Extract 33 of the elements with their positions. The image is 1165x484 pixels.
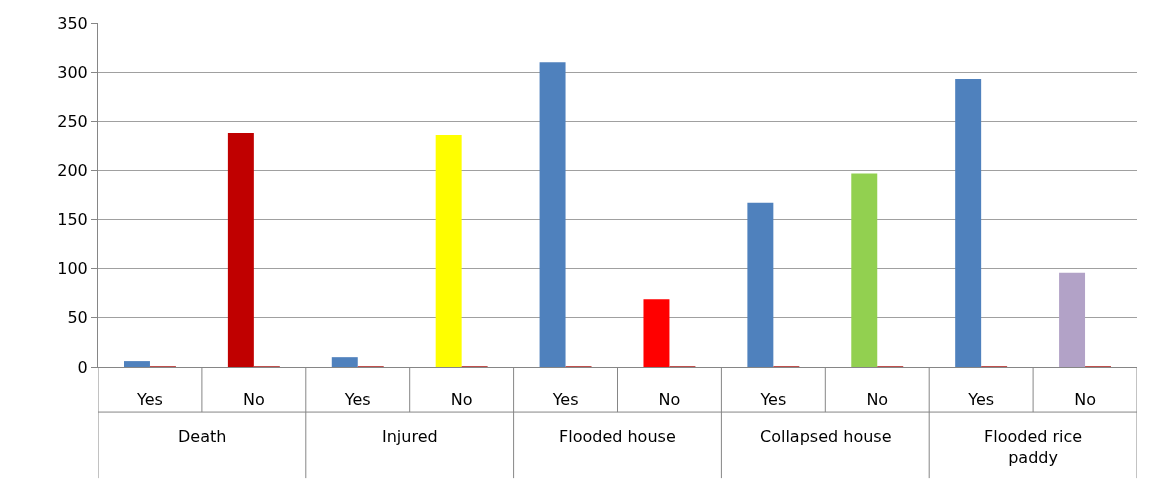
x-tick-label: No bbox=[450, 390, 473, 410]
x-tick-label: No bbox=[242, 390, 265, 410]
text: Flooded house bbox=[559, 427, 676, 446]
y-tick-label: 250 bbox=[57, 111, 88, 131]
bar bbox=[539, 62, 566, 367]
bar bbox=[331, 357, 358, 367]
bar bbox=[123, 361, 150, 367]
bar bbox=[1059, 272, 1086, 367]
y-tick-label: 0 bbox=[77, 357, 88, 377]
y-tick-label: 200 bbox=[57, 161, 88, 181]
text: Flooded rice paddy bbox=[984, 427, 1083, 467]
x-tick-label: Yes bbox=[967, 390, 995, 410]
x-tick-label: No bbox=[1074, 390, 1096, 410]
x-tick-label: Yes bbox=[551, 390, 579, 410]
y-tick-label: 150 bbox=[57, 210, 88, 230]
bar bbox=[851, 173, 878, 367]
y-tick-label: 300 bbox=[57, 62, 88, 82]
bar bbox=[643, 299, 670, 367]
x-tick-label: No bbox=[658, 390, 681, 410]
text: Death bbox=[178, 427, 227, 446]
x-tick-label: Yes bbox=[136, 390, 163, 410]
y-tick-label: 350 bbox=[57, 13, 88, 33]
y-tick-label: 50 bbox=[67, 308, 88, 328]
bar bbox=[435, 135, 462, 367]
bar bbox=[955, 79, 982, 367]
bar bbox=[227, 133, 254, 367]
text: Collapsed house bbox=[760, 427, 892, 446]
x-tick-label: Yes bbox=[759, 390, 787, 410]
text: Injured bbox=[382, 427, 438, 446]
bar bbox=[747, 202, 774, 367]
x-tick-label: Yes bbox=[343, 390, 371, 410]
x-tick-label: No bbox=[866, 390, 889, 410]
y-tick-label: 100 bbox=[57, 259, 88, 279]
